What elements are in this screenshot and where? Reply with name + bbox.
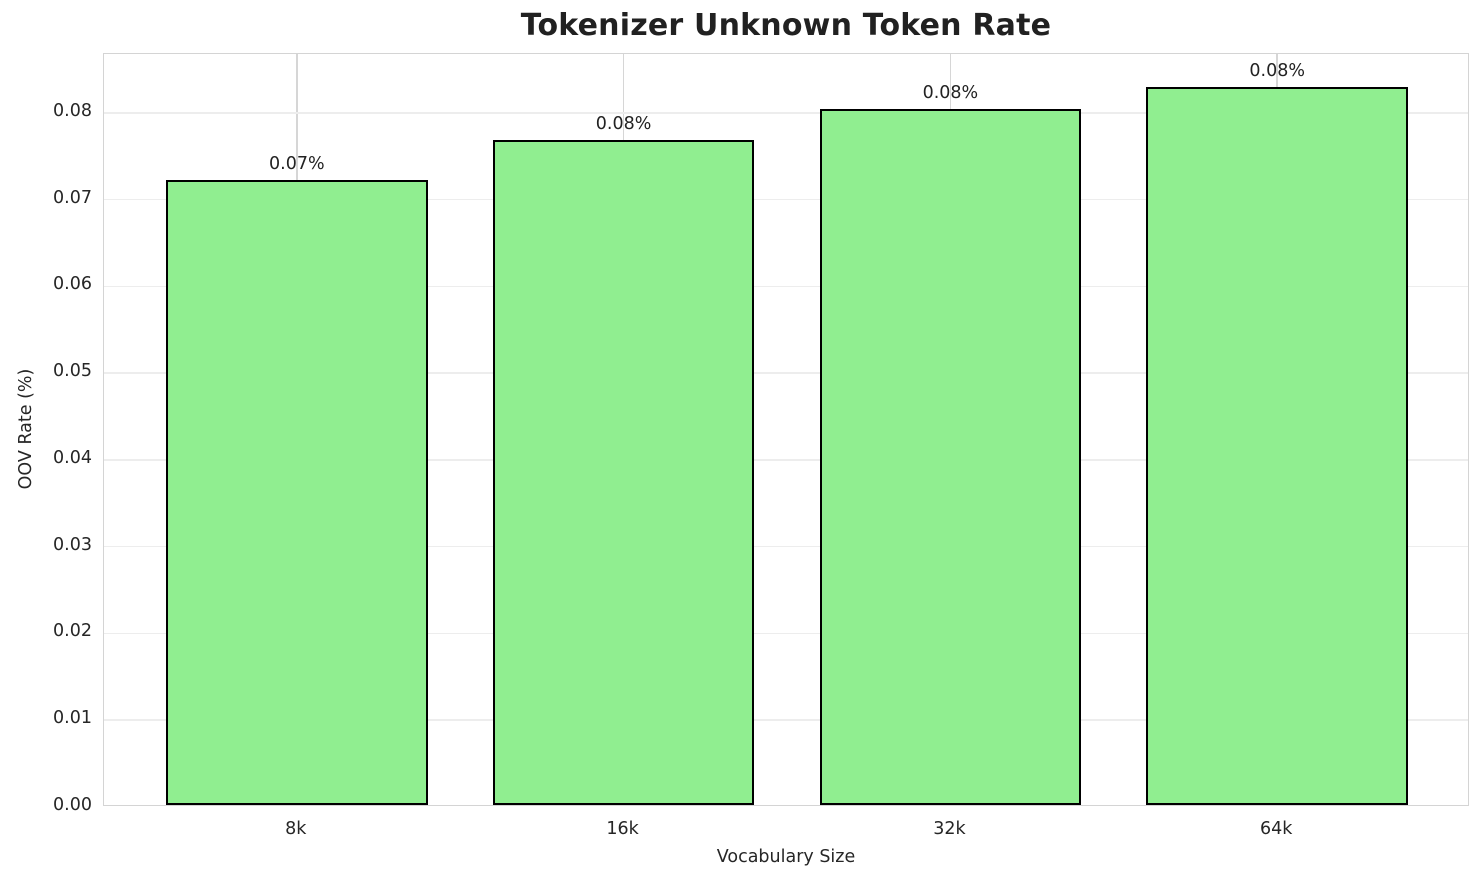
h-gridline [104,719,1468,721]
bar-value-label: 0.08% [595,113,652,134]
h-gridline [104,632,1468,635]
x-tick-label: 32k [933,819,966,839]
y-tick-label: 0.04 [53,447,92,468]
x-tick-label: 16k [606,819,639,839]
h-gridline [104,545,1468,548]
h-gridline [104,112,1468,114]
h-gridline [104,459,1468,461]
h-gridline [104,285,1468,288]
h-gridline [104,372,1468,374]
y-tick-label: 0.03 [53,534,92,555]
bar [166,180,428,805]
h-gridline [104,198,1468,201]
bar [492,139,755,805]
bar-value-label: 0.07% [269,154,325,175]
bar [1146,86,1408,805]
bar [819,109,1082,805]
bar-value-label: 0.08% [1249,60,1305,81]
chart-title: Tokenizer Unknown Token Rate [520,8,1052,43]
y-tick-label: 0.08 [53,100,92,121]
plot-area: 0.07% 0.08% 0.08% 0.08% [103,53,1469,806]
y-tick-label: 0.07 [53,187,92,208]
x-tick-label: 8k [285,819,307,839]
x-axis-label: Vocabulary Size [716,847,856,867]
y-tick-label: 0.05 [53,361,92,382]
x-tick-label: 64k [1259,819,1293,839]
y-tick-label: 0.01 [53,708,92,729]
y-axis-label: OOV Rate (%) [16,368,36,490]
y-tick-label: 0.00 [53,795,92,815]
y-tick-label: 0.06 [53,274,92,295]
y-tick-label: 0.02 [53,621,92,642]
bar-value-label: 0.08% [922,83,979,104]
